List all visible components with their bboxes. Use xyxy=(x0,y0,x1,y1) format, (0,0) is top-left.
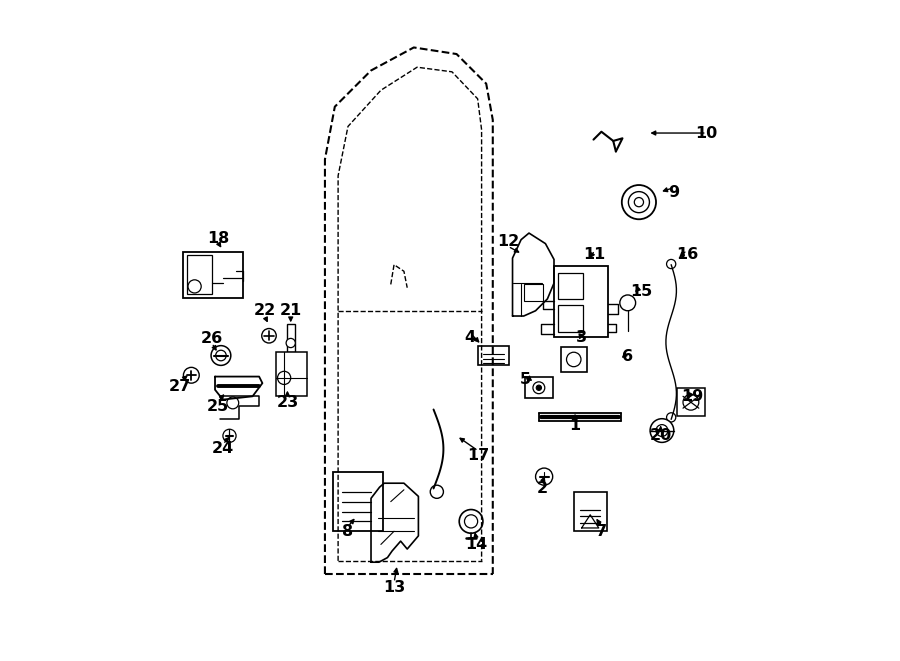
Bar xyxy=(558,272,583,299)
Text: 12: 12 xyxy=(497,234,519,249)
Bar xyxy=(677,389,705,416)
Text: 20: 20 xyxy=(650,428,671,444)
Circle shape xyxy=(622,185,656,219)
Circle shape xyxy=(667,259,676,268)
Circle shape xyxy=(667,412,676,422)
Bar xyxy=(573,492,607,531)
Circle shape xyxy=(430,485,444,498)
Circle shape xyxy=(277,371,291,385)
Text: 24: 24 xyxy=(212,442,234,457)
Circle shape xyxy=(459,510,483,533)
Bar xyxy=(558,305,583,332)
Circle shape xyxy=(262,329,276,343)
Circle shape xyxy=(634,198,644,207)
Circle shape xyxy=(620,295,635,311)
Text: 6: 6 xyxy=(622,349,634,364)
Text: 7: 7 xyxy=(596,524,607,539)
Circle shape xyxy=(212,346,230,366)
Circle shape xyxy=(286,338,295,348)
Circle shape xyxy=(184,368,199,383)
Text: 3: 3 xyxy=(576,330,587,344)
Text: 8: 8 xyxy=(342,524,354,539)
Circle shape xyxy=(536,385,542,391)
Text: 16: 16 xyxy=(676,247,698,262)
Text: 5: 5 xyxy=(520,372,531,387)
Text: 11: 11 xyxy=(584,247,606,262)
Circle shape xyxy=(566,352,581,367)
Text: 19: 19 xyxy=(681,389,704,404)
Bar xyxy=(287,324,295,352)
Bar xyxy=(478,346,509,366)
Text: 4: 4 xyxy=(464,330,475,344)
Bar xyxy=(561,347,587,372)
Circle shape xyxy=(464,515,478,528)
Circle shape xyxy=(656,424,668,436)
Bar xyxy=(184,252,243,297)
Circle shape xyxy=(216,350,226,361)
Text: 2: 2 xyxy=(536,481,548,496)
Text: 25: 25 xyxy=(207,399,230,414)
Bar xyxy=(525,377,554,399)
Text: 10: 10 xyxy=(696,126,718,141)
Bar xyxy=(186,255,211,293)
Circle shape xyxy=(227,397,239,408)
Circle shape xyxy=(536,468,553,485)
Text: 18: 18 xyxy=(207,231,230,246)
Circle shape xyxy=(650,418,674,442)
Text: 9: 9 xyxy=(668,185,680,200)
Circle shape xyxy=(223,429,236,442)
Bar xyxy=(334,472,382,531)
Text: 21: 21 xyxy=(280,303,302,318)
Text: 13: 13 xyxy=(382,580,405,595)
Bar xyxy=(524,284,544,301)
Text: 1: 1 xyxy=(570,418,580,434)
Text: 14: 14 xyxy=(465,537,488,552)
Bar xyxy=(275,352,307,397)
Text: 23: 23 xyxy=(276,395,299,410)
Bar xyxy=(554,266,608,337)
Text: 26: 26 xyxy=(201,331,223,346)
Circle shape xyxy=(188,280,202,293)
Text: 22: 22 xyxy=(253,303,275,318)
Text: 15: 15 xyxy=(630,284,652,299)
Text: 27: 27 xyxy=(169,379,192,394)
Circle shape xyxy=(683,395,698,410)
Text: 17: 17 xyxy=(467,448,490,463)
Circle shape xyxy=(628,192,650,213)
Circle shape xyxy=(533,382,544,394)
